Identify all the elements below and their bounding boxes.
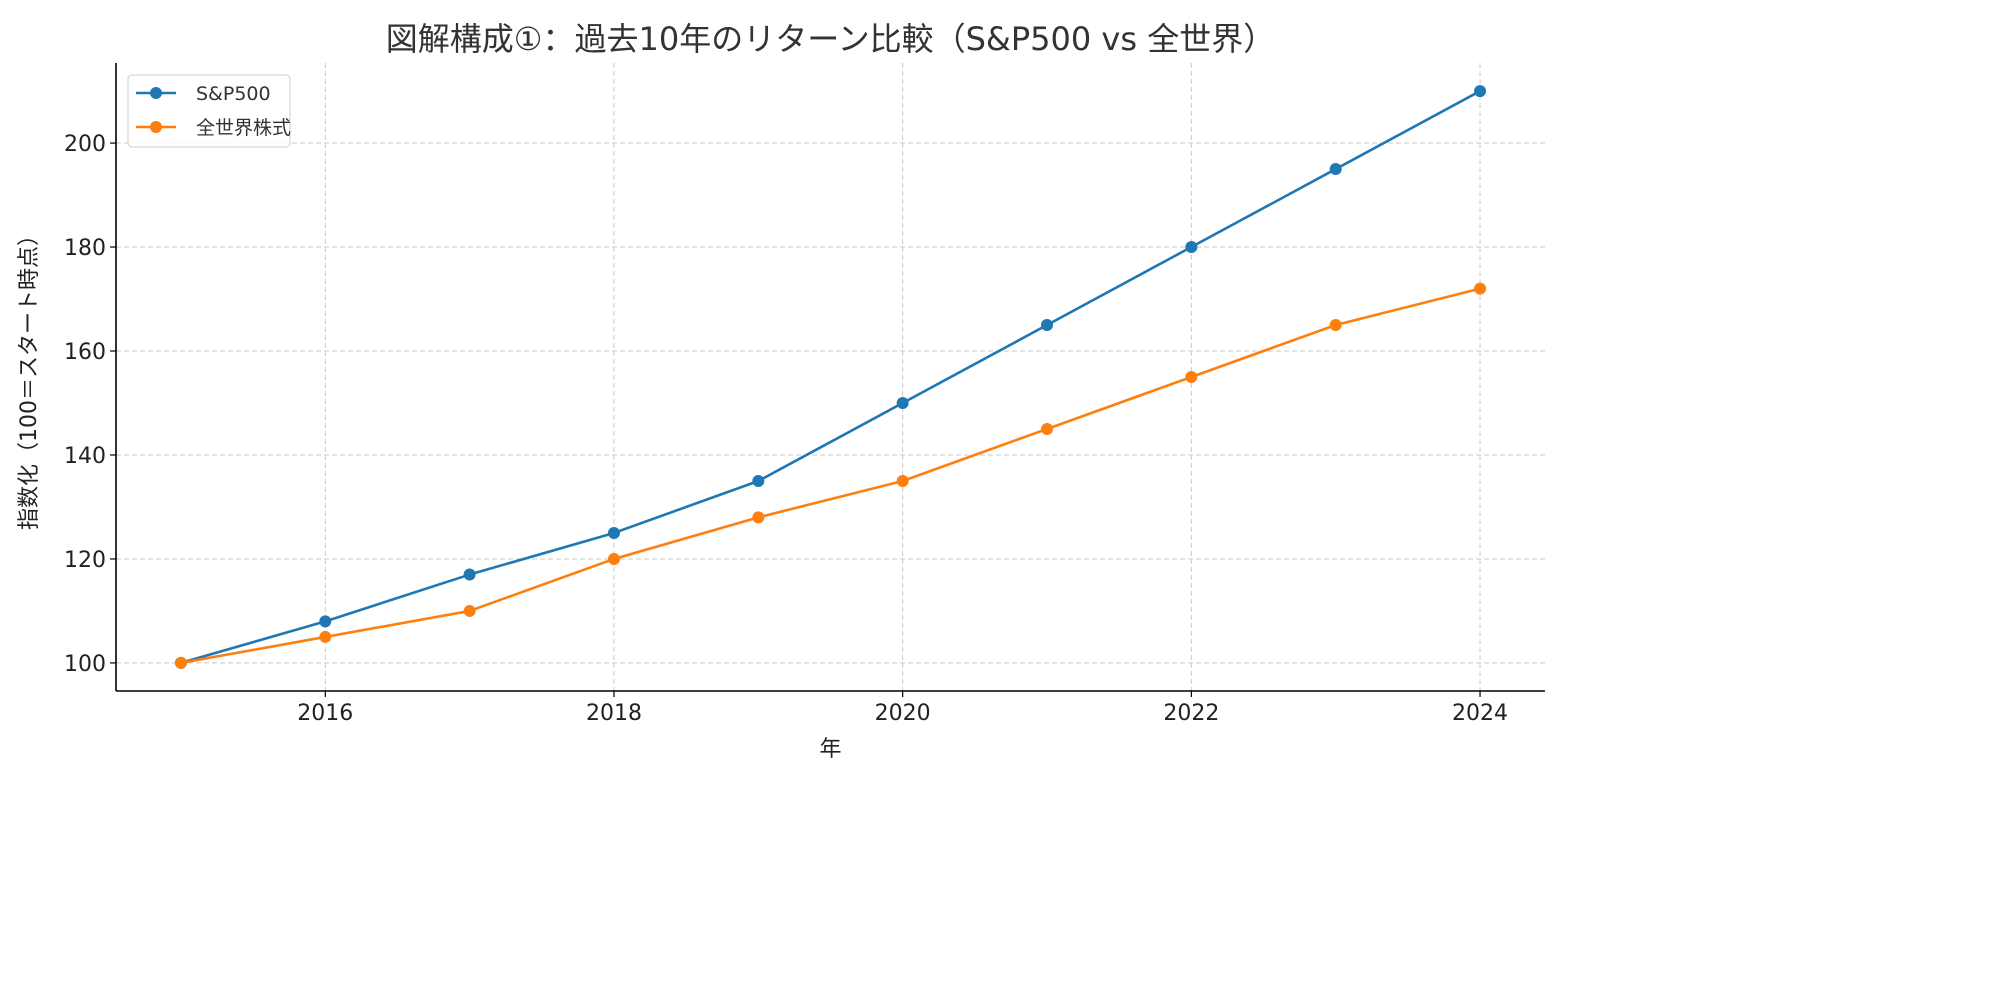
data-point [319,615,332,628]
x-tick-label: 2016 [297,701,353,726]
data-point [1185,241,1198,254]
legend-label: S&P500 [196,83,271,105]
data-point [896,396,909,409]
data-point [896,474,909,487]
legend: S&P500 全世界株式 [127,74,291,148]
line-chart: 図解構成①：過去10年のリターン比較（S&P500 vs 全世界） 2016 20… [17,20,1545,762]
chart-title: 図解構成①：過去10年のリターン比較（S&P500 vs 全世界） [386,20,1275,58]
legend-marker [150,87,162,99]
grid [116,63,1545,691]
x-tick-label: 2020 [875,701,931,726]
y-tick-label: 200 [64,132,106,157]
legend-item: 全世界株式 [136,117,291,139]
data-point [463,568,476,581]
data-point [174,656,187,669]
data-point [1474,282,1487,295]
data-point [1474,85,1487,98]
y-axis-title: 指数化（100＝スタート時点） [17,224,42,530]
x-tick-label: 2024 [1452,701,1508,726]
series-1 [174,85,1487,669]
legend-label: 全世界株式 [196,117,291,139]
series-2 [174,282,1487,669]
data-point [463,604,476,617]
x-tick-label: 2018 [586,701,642,726]
y-tick-label: 160 [64,340,106,365]
data-point [319,630,332,643]
legend-marker [150,121,162,133]
data-point [1041,319,1054,332]
y-axis-ticks: 100 120 140 160 180 200 [64,132,116,677]
series-group [174,85,1487,669]
data-point [607,552,620,565]
series-line [180,89,1481,665]
data-point [752,474,765,487]
x-tick-label: 2022 [1163,701,1219,726]
legend-item: S&P500 [136,83,271,105]
data-point [1329,319,1342,332]
y-tick-label: 140 [64,444,106,469]
series-line [180,287,1481,665]
x-axis-ticks: 2016 2018 2020 2022 2024 [297,691,1508,726]
x-axis-title: 年 [819,737,841,762]
y-tick-label: 100 [64,652,106,677]
data-point [752,511,765,524]
y-tick-label: 120 [64,548,106,573]
data-point [1041,422,1054,435]
data-point [607,526,620,539]
y-tick-label: 180 [64,236,106,261]
data-point [1329,163,1342,176]
data-point [1185,371,1198,383]
